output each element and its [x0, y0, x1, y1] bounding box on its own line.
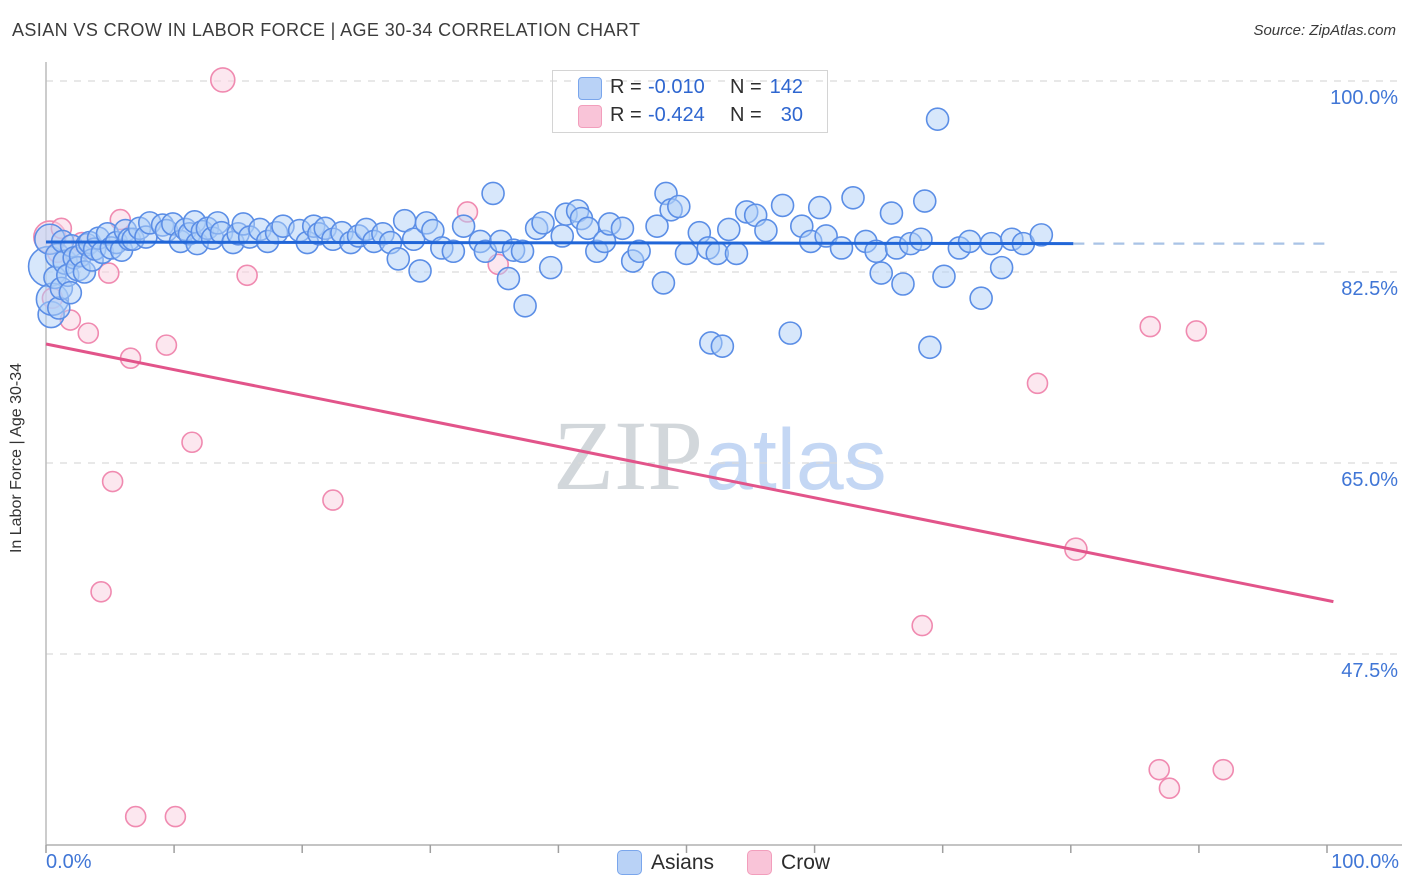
crow-point — [1139, 315, 1162, 338]
asians-point — [869, 261, 894, 285]
crow-point — [1185, 320, 1208, 342]
watermark-zip: ZIP — [553, 400, 703, 511]
asians-point — [538, 255, 563, 280]
crow-point — [101, 470, 124, 493]
crow-point — [1026, 372, 1049, 395]
correlation-legend-box: R = -0.010 N = 142 R = -0.424 N = 30 — [552, 70, 828, 133]
asians-point — [770, 193, 795, 218]
asians-point — [510, 239, 535, 264]
r-label: R = — [610, 104, 642, 126]
y-axis-tick-label: 47.5% — [1341, 659, 1398, 682]
legend-row-asians: R = -0.010 N = 142 — [553, 75, 827, 101]
asians-point — [645, 214, 669, 238]
watermark-atlas: atlas — [705, 412, 887, 508]
asians-point — [778, 321, 803, 345]
asians-point — [710, 334, 735, 359]
crow-point — [181, 431, 203, 454]
crow-trend-solid — [45, 342, 1334, 604]
asians-point — [58, 280, 83, 305]
crow-point — [911, 614, 934, 637]
y-axis-title: In Labor Force | Age 30-34 — [8, 362, 25, 554]
asians-point — [674, 241, 699, 266]
asians-point — [408, 259, 432, 283]
asians-swatch — [578, 77, 602, 100]
crow-point — [1148, 758, 1170, 781]
asians-point — [932, 264, 956, 289]
asians-point — [441, 239, 466, 264]
crow-point — [209, 67, 236, 93]
crow-swatch — [578, 105, 602, 128]
asians-point — [1029, 223, 1054, 247]
y-axis-tick-label: 100.0% — [1330, 87, 1398, 109]
crow-point — [164, 805, 187, 828]
x-axis-tick-label-max: 100.0% — [1331, 851, 1399, 873]
asians-legend-swatch — [617, 850, 642, 875]
asians-point — [829, 236, 854, 260]
r-value-asians: -0.010 — [648, 76, 705, 98]
y-axis-tick-label: 82.5% — [1341, 277, 1398, 300]
crow-point — [322, 489, 344, 511]
n-label: N = — [730, 104, 762, 126]
asians-point — [651, 271, 676, 295]
asians-point — [814, 224, 838, 248]
asians-point — [513, 294, 537, 318]
asians-point — [841, 185, 865, 210]
asians-point — [531, 211, 555, 235]
asians-point — [918, 335, 942, 360]
asians-point — [627, 239, 651, 264]
crow-legend-label: Crow — [781, 850, 831, 874]
asians-point — [879, 201, 904, 225]
n-value-asians: 142 — [769, 76, 803, 98]
legend-row-crow: R = -0.424 N = 30 — [553, 103, 827, 129]
n-label: N = — [730, 76, 762, 98]
crow-point — [77, 322, 100, 344]
asians-point — [989, 255, 1014, 280]
crow-point — [1212, 758, 1235, 781]
asians-point — [451, 214, 476, 238]
asians-point — [667, 194, 691, 219]
r-value-crow: -0.424 — [648, 104, 705, 126]
y-axis-tick-label: 65.0% — [1341, 468, 1398, 491]
asians-point — [909, 227, 933, 252]
zipatlas-watermark: ZIPatlas — [553, 398, 887, 513]
asians-point — [912, 189, 937, 213]
asians-point — [754, 218, 778, 243]
asians-point — [716, 217, 741, 242]
crow-point — [155, 334, 178, 356]
source-attribution: Source: ZipAtlas.com — [1253, 22, 1396, 39]
x-axis-tick-label-min: 0.0% — [46, 851, 92, 873]
asians-point — [724, 241, 749, 266]
asians-point — [496, 266, 521, 291]
crow-point — [97, 262, 120, 284]
asians-point — [386, 247, 411, 271]
asians-point — [891, 272, 915, 296]
r-label: R = — [610, 76, 642, 98]
crow-point — [90, 580, 112, 603]
crow-legend-swatch — [747, 850, 773, 875]
asians-point — [807, 195, 832, 220]
asians-point — [925, 107, 950, 131]
asians-legend-label: Asians — [651, 850, 715, 874]
asians-point — [969, 286, 993, 310]
asians-point — [957, 229, 982, 254]
page-title: ASIAN VS CROW IN LABOR FORCE | AGE 30-34… — [12, 20, 641, 40]
series-legend: Asians Crow — [617, 850, 830, 875]
asians-point — [401, 227, 426, 252]
n-value-crow: 30 — [780, 104, 803, 126]
crow-point — [124, 805, 147, 828]
crow-point — [1158, 777, 1181, 800]
asians-point — [610, 216, 635, 241]
asians-trend-solid — [45, 240, 1074, 246]
crow-point — [236, 264, 258, 287]
asians-point — [481, 181, 505, 206]
